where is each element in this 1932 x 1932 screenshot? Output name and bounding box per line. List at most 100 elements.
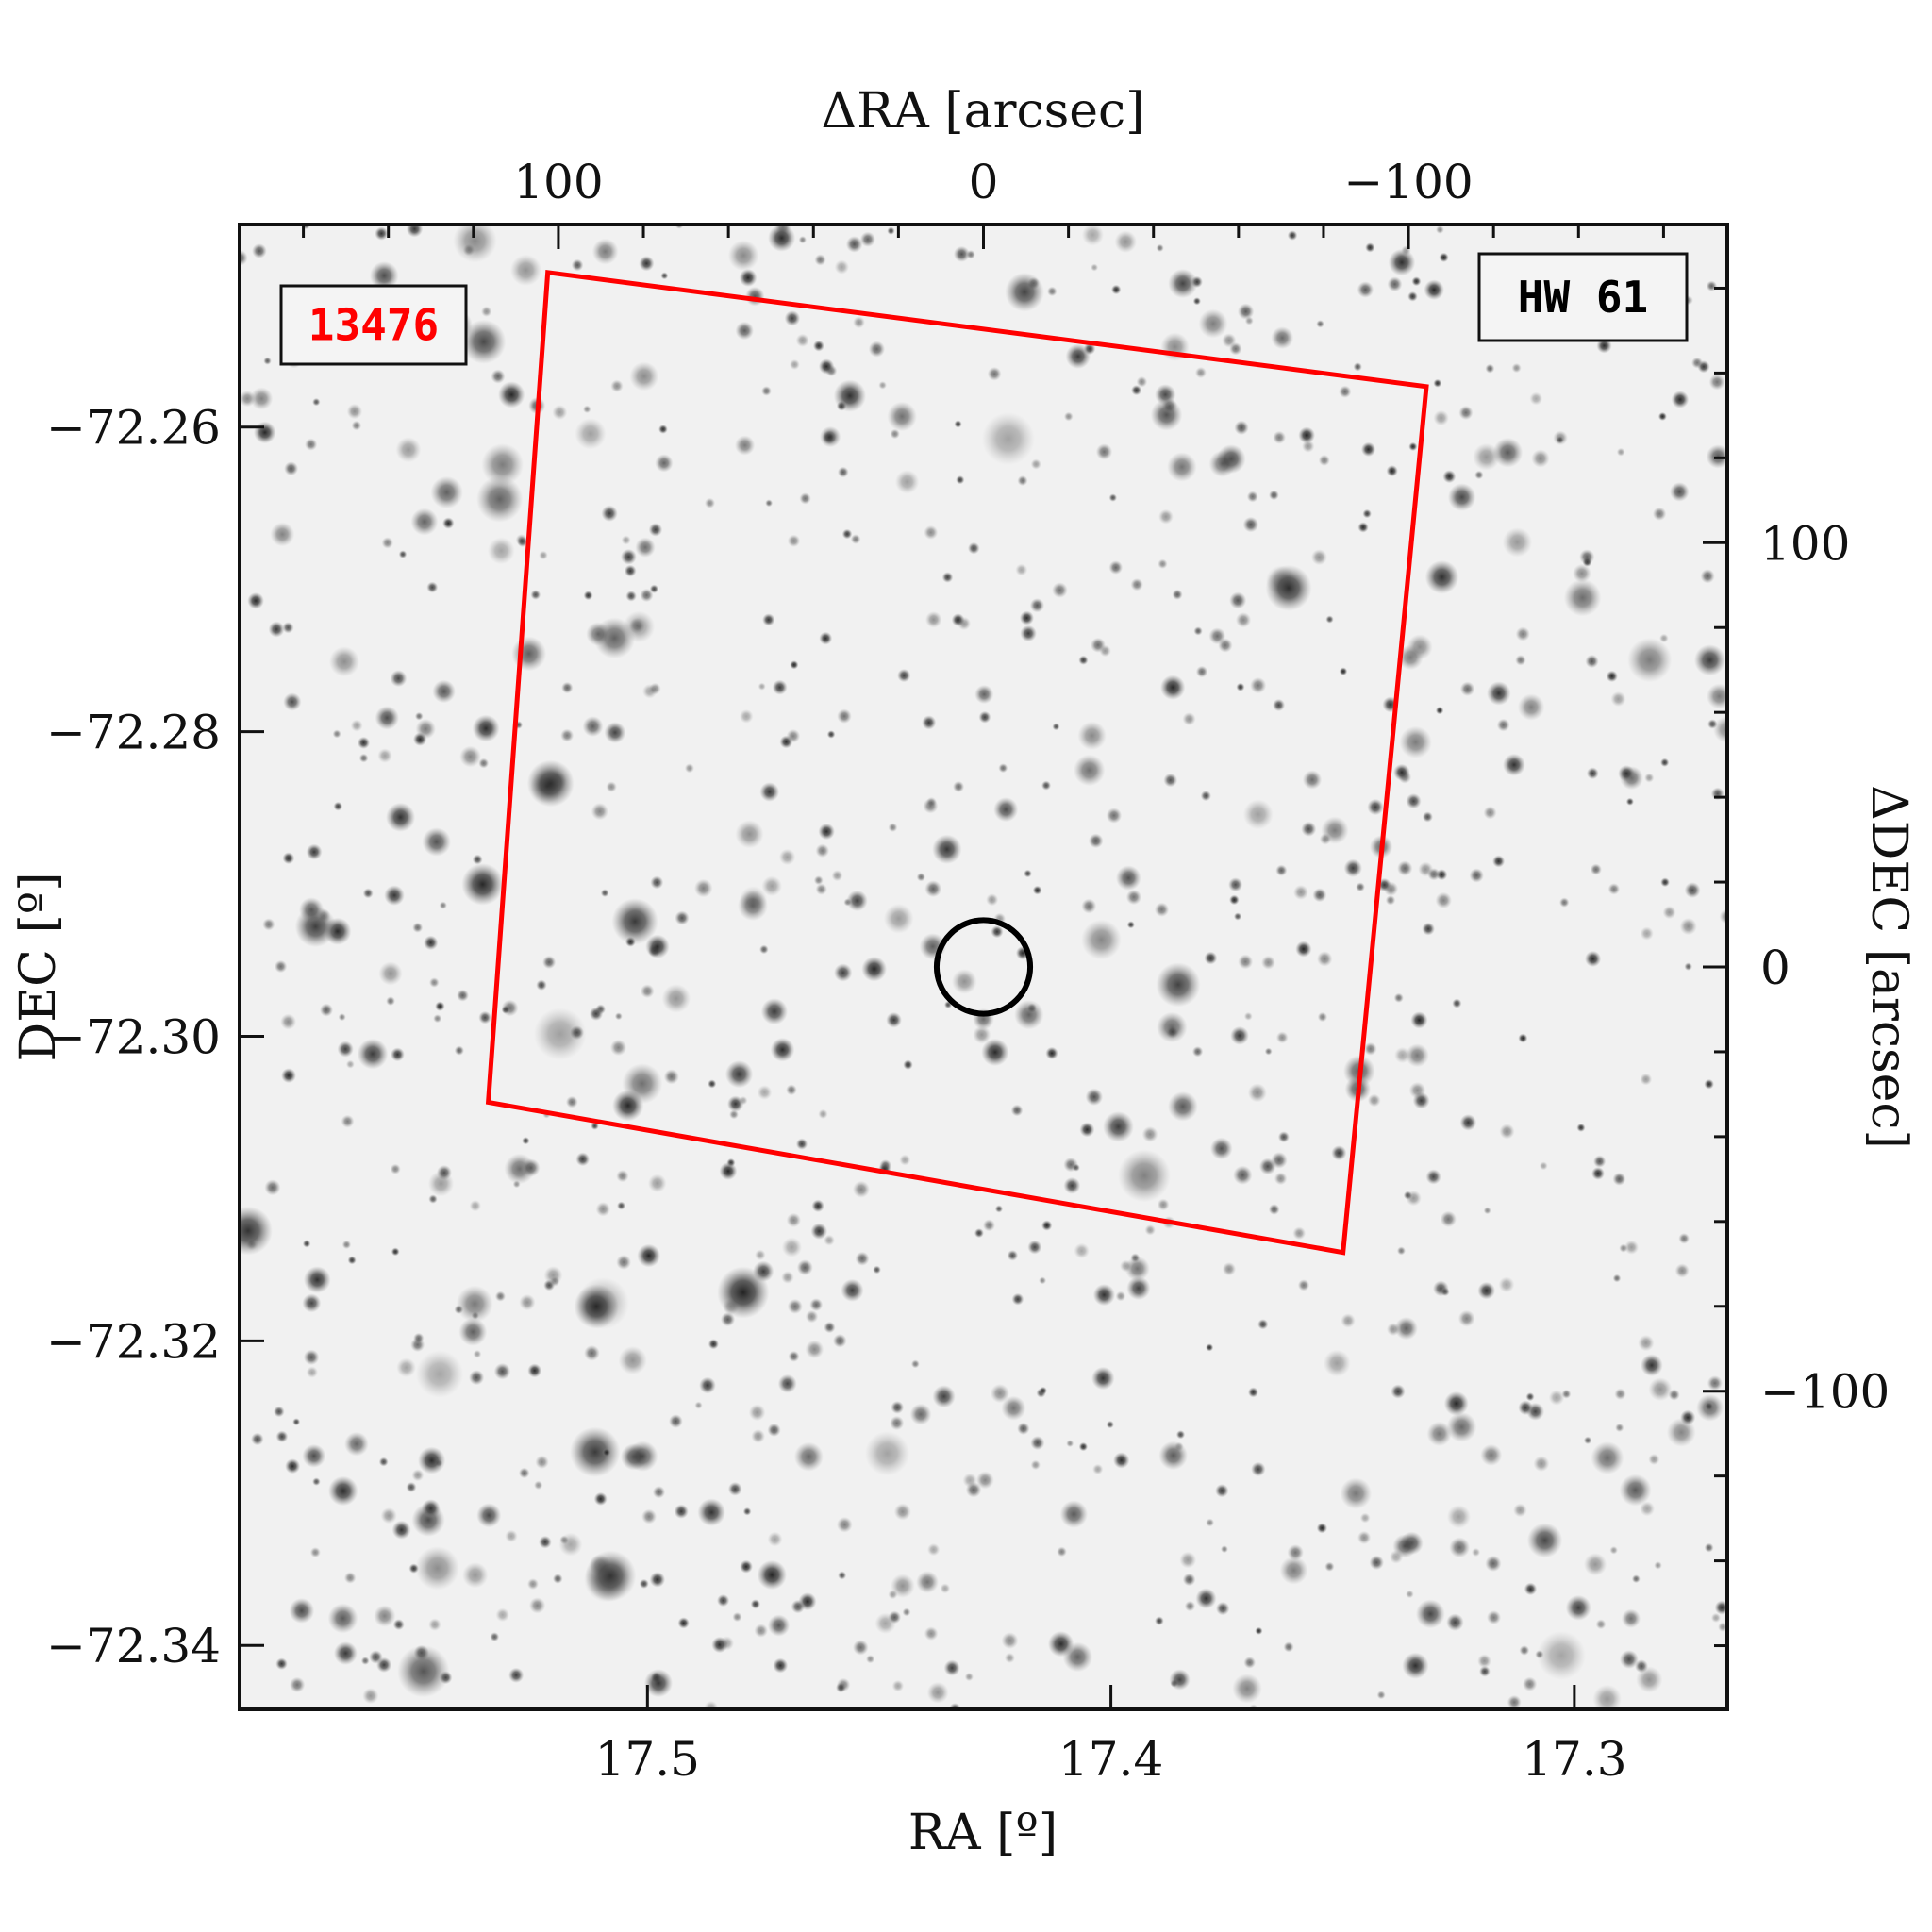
star: [1066, 1440, 1074, 1448]
star: [515, 534, 528, 546]
star: [1406, 1190, 1422, 1207]
star: [1718, 1622, 1727, 1632]
x-tick-label: 17.3: [1522, 1732, 1626, 1787]
frame: [238, 223, 1729, 1711]
annotation-text: 13476: [308, 300, 439, 351]
star: [1257, 1319, 1269, 1330]
star: [1158, 508, 1174, 525]
star: [422, 827, 451, 857]
star: [1579, 549, 1595, 565]
star: [1250, 676, 1267, 694]
star: [837, 708, 852, 724]
star: [1408, 1081, 1426, 1099]
star: [853, 1640, 869, 1656]
star: [262, 918, 275, 931]
star: [1621, 1608, 1641, 1628]
star: [1182, 1573, 1196, 1587]
star: [1318, 454, 1330, 467]
star: [684, 763, 695, 774]
star: [1558, 897, 1570, 908]
star: [292, 1418, 301, 1426]
star: [1118, 1149, 1171, 1203]
star: [1046, 286, 1058, 297]
star: [878, 380, 888, 390]
star: [490, 1632, 500, 1642]
star: [586, 622, 610, 646]
star: [560, 728, 575, 742]
star: [595, 1202, 611, 1217]
star: [1001, 1395, 1026, 1421]
star: [1518, 1400, 1534, 1416]
star: [1004, 1652, 1015, 1664]
star: [1572, 563, 1591, 583]
star: [891, 1574, 915, 1598]
star: [773, 1657, 789, 1674]
star: [739, 268, 758, 287]
star: [1247, 1083, 1267, 1103]
star: [428, 977, 440, 988]
star: [704, 497, 716, 508]
star: [481, 443, 525, 486]
top-axis-label: ΔRA [arcsec]: [822, 83, 1145, 140]
star: [1275, 1031, 1289, 1044]
star: [1660, 877, 1671, 888]
star: [805, 1340, 824, 1359]
star: [411, 1469, 425, 1482]
star: [786, 1084, 797, 1096]
star: [652, 1486, 666, 1499]
star: [1385, 894, 1396, 906]
star: [616, 1169, 629, 1183]
star: [538, 1535, 552, 1549]
star: [535, 1455, 549, 1470]
star: [893, 1503, 911, 1521]
star: [655, 454, 674, 473]
star: [1029, 598, 1045, 613]
star: [1194, 366, 1208, 379]
star: [333, 801, 343, 811]
star: [240, 249, 248, 266]
star: [1612, 1172, 1626, 1186]
star: [1662, 906, 1676, 920]
star: [1387, 276, 1403, 292]
star: [459, 745, 481, 768]
star: [1477, 1654, 1491, 1669]
star: [1229, 591, 1247, 609]
star: [926, 1681, 949, 1704]
star: [1110, 284, 1122, 295]
star: [973, 1025, 991, 1044]
star: [859, 231, 876, 247]
star: [1411, 276, 1422, 287]
star: [1020, 625, 1037, 642]
annotation-box: [1477, 252, 1689, 342]
star: [1563, 578, 1602, 617]
star: [511, 636, 547, 672]
star: [974, 1227, 984, 1239]
star: [841, 1278, 864, 1302]
star: [1126, 921, 1135, 929]
star: [1657, 411, 1667, 422]
star: [791, 1599, 806, 1614]
star: [1283, 1641, 1294, 1653]
star: [1159, 675, 1186, 700]
star: [386, 996, 396, 1007]
star: [1397, 644, 1424, 671]
star: [1316, 1523, 1328, 1534]
star: [886, 1011, 902, 1028]
star: [1125, 889, 1142, 906]
star: [616, 1201, 626, 1210]
star: [916, 872, 926, 882]
star: [274, 959, 288, 974]
star: [1435, 225, 1444, 234]
star: [716, 1593, 730, 1607]
star: [762, 613, 775, 626]
star: [852, 1180, 870, 1198]
star: [957, 616, 972, 631]
star: [757, 1559, 787, 1591]
star: [1273, 430, 1287, 444]
star: [344, 1431, 369, 1457]
star: [282, 622, 294, 634]
star: [1641, 1354, 1663, 1377]
star: [1014, 999, 1044, 1030]
star: [1517, 693, 1545, 721]
star: [796, 1259, 813, 1276]
